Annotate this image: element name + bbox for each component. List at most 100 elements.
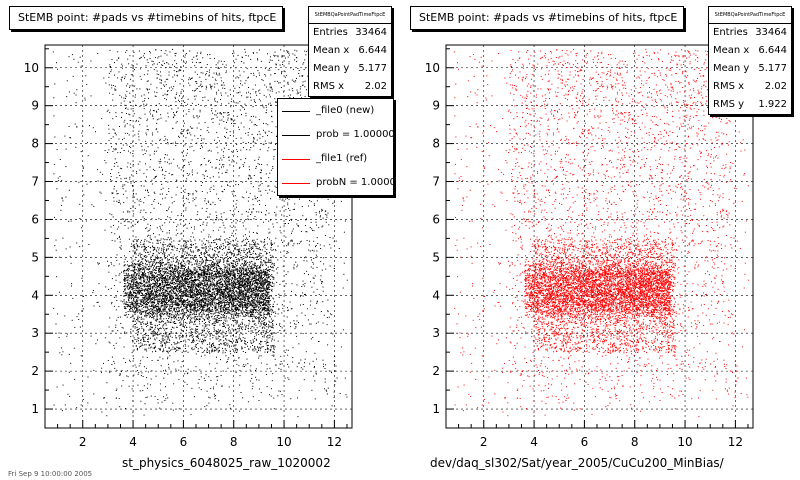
data-point [134, 313, 136, 315]
data-point [256, 268, 258, 270]
data-point [204, 275, 206, 276]
data-point [151, 271, 153, 272]
data-point [218, 305, 220, 307]
data-point [224, 280, 226, 282]
data-point [176, 276, 178, 277]
data-point [172, 283, 174, 284]
data-point [164, 276, 166, 278]
data-point [263, 272, 265, 274]
data-point [267, 274, 269, 276]
data-point [225, 295, 227, 297]
data-point [178, 301, 180, 303]
data-point [155, 290, 157, 292]
data-point [231, 281, 233, 283]
data-point [191, 285, 193, 287]
data-point [152, 294, 154, 296]
data-point [234, 278, 236, 280]
data-point [175, 337, 177, 339]
data-point [221, 302, 223, 304]
data-point [137, 303, 139, 304]
data-point [151, 305, 153, 306]
data-point [160, 263, 162, 265]
data-point [151, 287, 153, 289]
data-point [245, 314, 247, 316]
data-point [193, 305, 195, 307]
data-point [167, 294, 168, 296]
data-point [254, 309, 256, 311]
data-point [214, 239, 216, 241]
data-point [180, 275, 182, 277]
data-point [256, 305, 258, 307]
data-point [258, 274, 260, 276]
data-point [142, 278, 144, 280]
data-point [238, 296, 240, 298]
data-point [251, 271, 253, 273]
data-point [155, 319, 157, 321]
data-point [253, 288, 255, 290]
data-point [206, 347, 208, 349]
data-point [159, 287, 161, 288]
data-point [146, 290, 148, 292]
data-point [208, 311, 210, 313]
data-point [250, 311, 252, 313]
data-point [146, 281, 148, 283]
data-point [225, 283, 227, 285]
data-point [133, 275, 135, 277]
data-point [160, 310, 162, 312]
data-point [147, 269, 149, 271]
data-point [155, 272, 157, 274]
data-point [267, 299, 269, 301]
data-point [127, 270, 129, 272]
data-point [261, 279, 263, 281]
data-point [144, 285, 146, 287]
data-point [224, 281, 226, 283]
data-point [194, 298, 196, 300]
data-point [150, 285, 151, 287]
data-point [227, 313, 229, 315]
data-point [198, 263, 200, 265]
data-point [150, 302, 152, 304]
data-point [237, 313, 239, 314]
data-point [250, 272, 252, 274]
data-point [206, 283, 208, 285]
data-point [240, 294, 242, 296]
data-point [243, 311, 245, 313]
data-point [242, 281, 244, 283]
data-point [186, 305, 188, 306]
data-point [207, 330, 209, 332]
data-point [160, 306, 162, 308]
data-point [218, 302, 219, 304]
data-point [231, 302, 232, 304]
data-point [184, 269, 186, 271]
data-point [168, 266, 170, 268]
data-point [174, 308, 176, 310]
data-point [178, 308, 180, 310]
data-point [213, 285, 215, 287]
data-point [249, 286, 251, 288]
data-point [142, 264, 144, 266]
data-point [203, 278, 205, 280]
data-point [208, 286, 210, 288]
data-point [181, 313, 183, 315]
data-point [156, 285, 158, 287]
data-point [169, 299, 171, 301]
data-point [156, 296, 158, 298]
data-point [133, 263, 135, 265]
data-point [221, 283, 223, 285]
data-point [226, 285, 228, 287]
data-point [219, 308, 221, 310]
data-point [259, 287, 260, 289]
data-point [139, 316, 141, 318]
data-point [263, 301, 265, 303]
data-point [144, 299, 146, 301]
data-point [248, 323, 250, 325]
data-point [206, 272, 208, 274]
data-point [201, 299, 203, 301]
data-point [232, 273, 234, 275]
data-point [194, 300, 196, 302]
data-point [151, 274, 153, 276]
data-point [261, 271, 263, 273]
data-point [149, 287, 151, 289]
data-point [127, 282, 129, 284]
data-point [154, 333, 156, 335]
